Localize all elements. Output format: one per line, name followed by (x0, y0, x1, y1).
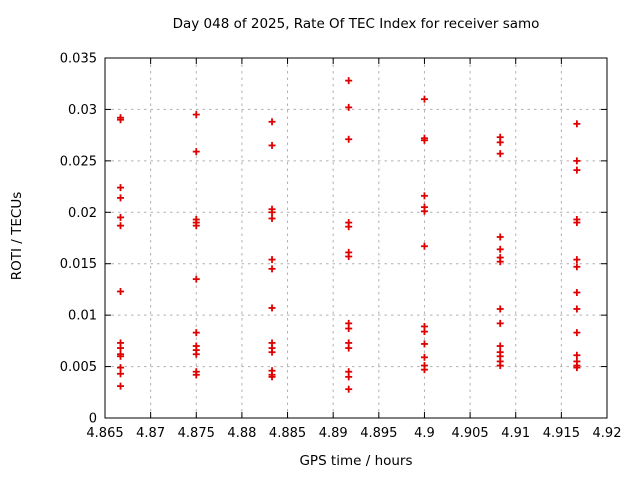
y-tick-label: 0.03 (68, 103, 97, 118)
plot-border (104, 57, 608, 419)
y-tick-label: 0 (89, 412, 97, 427)
x-tick-label: 4.9 (414, 426, 435, 441)
y-tick-label: 0.035 (60, 52, 97, 67)
x-tick-label: 4.865 (86, 426, 123, 441)
x-tick-label: 4.875 (178, 426, 215, 441)
x-tick-label: 4.88 (227, 426, 256, 441)
y-tick-label: 0.025 (60, 154, 97, 169)
x-tick-label: 4.87 (136, 426, 165, 441)
x-tick-label: 4.89 (319, 426, 348, 441)
x-tick-label: 4.895 (360, 426, 397, 441)
chart-title: Day 048 of 2025, Rate Of TEC Index for r… (172, 16, 540, 32)
y-axis-label: ROTI / TECUs (9, 191, 25, 281)
y-tick-label: 0.015 (60, 257, 97, 272)
x-tick-label: 4.905 (451, 426, 488, 441)
x-axis-label: GPS time / hours (299, 453, 413, 469)
x-tick-label: 4.91 (501, 426, 530, 441)
x-tick-label: 4.885 (269, 426, 306, 441)
x-tick-label: 4.915 (543, 426, 580, 441)
y-tick-label: 0.005 (60, 360, 97, 375)
y-tick-label: 0.01 (68, 309, 97, 324)
y-tick-label: 0.02 (68, 206, 97, 221)
x-tick-label: 4.92 (593, 426, 622, 441)
